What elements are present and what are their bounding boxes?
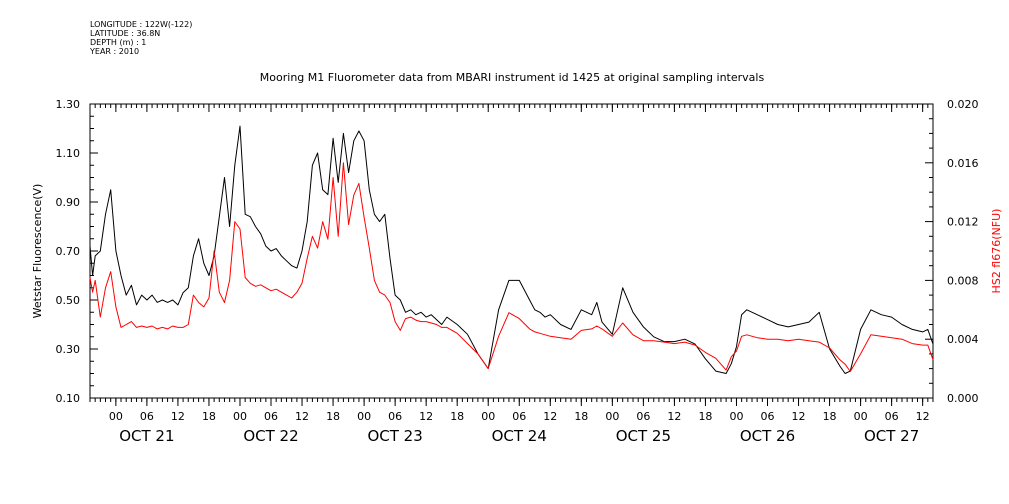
- x-hour-label: 18: [202, 410, 216, 423]
- latitude-text: LATITUDE : 36.8N: [90, 29, 161, 38]
- depth-text: DEPTH (m) : 1: [90, 38, 147, 47]
- x-hour-label: 00: [233, 410, 247, 423]
- x-hour-label: 12: [171, 410, 185, 423]
- y2-axis-label: HS2 fl676(NFU): [990, 209, 1003, 294]
- y2-tick-label: 0.008: [947, 274, 979, 287]
- x-hour-label: 06: [140, 410, 154, 423]
- x-hour-label: 12: [792, 410, 806, 423]
- y2-tick-label: 0.016: [947, 157, 979, 170]
- series-lines: [89, 125, 934, 374]
- y-tick-label: 0.10: [56, 392, 81, 405]
- x-hour-label: 00: [109, 410, 123, 423]
- x-day-label: OCT 26: [740, 427, 795, 445]
- chart-title: Mooring M1 Fluorometer data from MBARI i…: [260, 71, 765, 84]
- x-hour-label: 12: [916, 410, 930, 423]
- x-hour-label: 06: [388, 410, 402, 423]
- metadata-block: LONGITUDE : 122W(-122) LATITUDE : 36.8N …: [90, 20, 192, 56]
- longitude-text: LONGITUDE : 122W(-122): [90, 20, 193, 29]
- y2-tick-label: 0.000: [947, 392, 979, 405]
- x-hour-label: 18: [574, 410, 588, 423]
- x-hour-label: 18: [823, 410, 837, 423]
- wetstar-series-line: [89, 125, 934, 374]
- x-hour-label: 18: [326, 410, 340, 423]
- x-day-label: OCT 21: [119, 427, 174, 445]
- y-tick-label: 1.30: [56, 98, 81, 111]
- x-hour-label: 12: [667, 410, 681, 423]
- x-hour-label: 00: [854, 410, 868, 423]
- year-text: YEAR : 2010: [90, 47, 140, 56]
- x-hour-label: 06: [512, 410, 526, 423]
- y-tick-label: 0.70: [56, 245, 81, 258]
- x-day-label: OCT 25: [616, 427, 671, 445]
- x-hour-label: 00: [729, 410, 743, 423]
- x-hour-label: 06: [885, 410, 899, 423]
- y-tick-label: 0.30: [56, 343, 81, 356]
- x-day-label: OCT 24: [492, 427, 547, 445]
- x-hour-label: 18: [698, 410, 712, 423]
- x-hour-label: 18: [450, 410, 464, 423]
- x-hour-label: 12: [295, 410, 309, 423]
- axis-ticks: 0.10 0.30 0.50 0.70 0.90 1.10 1.30 0.000 0.004 0.…: [56, 98, 979, 445]
- x-hour-label: 00: [481, 410, 495, 423]
- y2-tick-label: 0.020: [947, 98, 979, 111]
- x-day-label: OCT 22: [243, 427, 298, 445]
- x-hour-label: 00: [605, 410, 619, 423]
- x-hour-label: 06: [264, 410, 278, 423]
- y-tick-label: 0.50: [56, 294, 81, 307]
- x-hour-label: 06: [636, 410, 650, 423]
- y2-tick-label: 0.012: [947, 216, 979, 229]
- y-tick-label: 1.10: [56, 147, 81, 160]
- hs2-series-line: [89, 162, 934, 372]
- x-day-label: OCT 23: [367, 427, 422, 445]
- y-tick-label: 0.90: [56, 196, 81, 209]
- x-hour-label: 00: [357, 410, 371, 423]
- x-hour-label: 06: [761, 410, 775, 423]
- x-day-label: OCT 27: [864, 427, 919, 445]
- y-axis-label: Wetstar Fluorescence(V): [31, 184, 44, 319]
- plot-frame: [89, 103, 934, 399]
- y2-tick-label: 0.004: [947, 333, 979, 346]
- x-hour-label: 12: [543, 410, 557, 423]
- x-hour-label: 12: [419, 410, 433, 423]
